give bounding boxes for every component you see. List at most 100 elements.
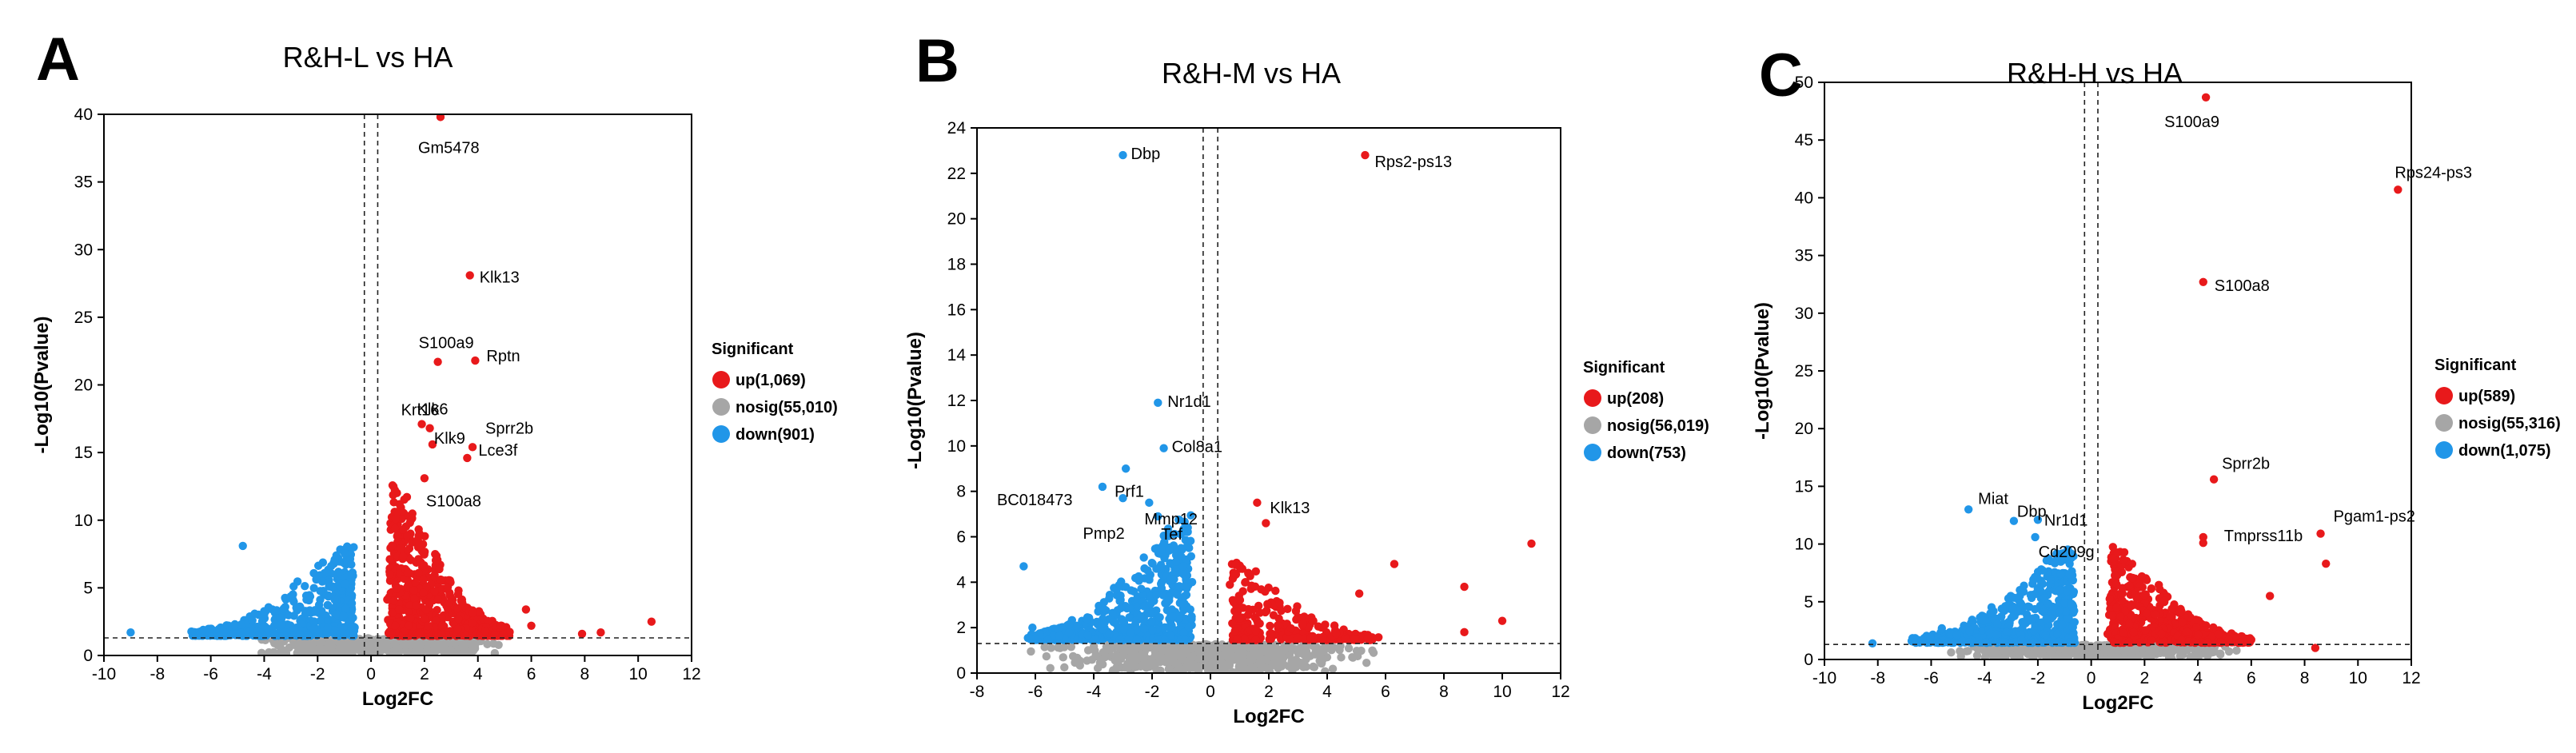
y-tick-label: 15 [74,444,93,462]
nosig-point [2101,647,2111,656]
up-point [385,570,394,579]
nosig-point [483,639,492,649]
nosig-point [1047,643,1055,652]
nosig-point [1274,647,1283,655]
up-point [1266,621,1274,631]
gene-label: Lce3f [478,442,517,460]
nosig-point [1995,653,2004,659]
up-point [390,485,400,495]
nosig-point [367,647,376,655]
up-point [499,630,508,639]
x-axis-label: Log2FC [362,688,433,710]
y-tick-label: 10 [947,437,966,456]
down-point [1083,631,1092,639]
up-point [1283,604,1292,613]
up-point [1231,560,1240,569]
nosig-point [309,646,317,655]
up-point [389,596,398,605]
down-point [2069,588,2079,596]
down-point [1115,596,1124,606]
labeled-gene-point [471,356,480,365]
gene-label: Pmp2 [1083,525,1125,543]
legend-marker-up [1584,389,1601,407]
nosig-point [1284,662,1293,671]
down-point [339,612,348,620]
down-point [1174,582,1184,591]
nosig-point [1256,665,1265,673]
down-point [2024,602,2032,612]
down-point [2046,637,2056,646]
down-point [317,608,325,616]
up-point [1266,629,1276,638]
up-point [430,587,439,596]
nosig-point [2087,641,2095,651]
nosig-point [1130,660,1140,669]
x-tick-label: 0 [1206,683,1215,701]
down-point [1105,591,1115,600]
down-point [1115,635,1124,644]
nosig-point [1099,647,1108,657]
x-tick-label: -4 [1087,683,1102,701]
nosig-point [1335,645,1344,655]
down-point [2023,616,2032,624]
x-tick-label: 6 [527,665,536,683]
x-tick-label: 4 [1322,683,1332,701]
up-point [1275,598,1284,608]
up-point [392,584,401,593]
x-axis-label: Log2FC [1233,706,1304,727]
x-tick-label: 8 [580,665,590,683]
down-point [1915,638,1924,647]
nosig-point [1270,656,1280,666]
nosig-point [2049,652,2059,659]
nosig-point [1091,646,1099,655]
up-point [412,601,421,610]
down-point [2068,576,2078,585]
down-point [250,609,259,618]
down-point [323,623,333,632]
down-point [1926,632,1935,642]
legend-title: Significant [1583,359,1665,376]
nosig-point [1238,645,1247,654]
panel-a: A R&H-L vs HAGm5478Klk13S100a9RptnKrt16Kl… [31,26,838,710]
legend-marker-nosig [712,398,730,416]
nosig-point [1157,652,1166,662]
nosig-point [1956,647,1964,655]
chart-title: R&H-L vs HA [283,41,453,74]
nosig-point [1964,647,1972,655]
legend-title: Significant [712,341,794,358]
nosig-point [2119,647,2128,655]
up-point [409,586,418,595]
down-point [1127,628,1135,637]
down-point [1178,562,1187,571]
nosig-point [1124,663,1133,673]
down-point [1993,620,2002,628]
nosig-point [1130,647,1139,657]
x-tick-label: 6 [1381,683,1390,701]
up-point [402,531,412,540]
down-point [1064,628,1074,637]
down-point [2052,549,2061,558]
down-point [277,620,286,629]
labeled-gene-point [1154,398,1162,408]
down-point [1958,636,1968,646]
up-point [435,564,444,574]
up-point [431,556,441,565]
down-point [1043,635,1052,644]
up-point [469,608,477,617]
up-point [395,500,404,508]
nosig-point [1175,666,1184,673]
nosig-point [1316,649,1325,659]
up-point [1306,633,1315,643]
panel-c: C R&H-H vs HAS100a9Rps24-ps3S100a8Sprr2bM… [1752,42,2561,714]
x-tick-label: -8 [150,665,165,683]
labeled-gene-point [425,424,434,432]
down-point [316,587,325,596]
down-point [309,624,318,633]
up-point [1331,629,1341,639]
x-tick-label: 10 [629,665,648,683]
x-tick-label: 12 [682,665,700,683]
nosig-point [322,646,332,655]
nosig-point [1250,663,1258,673]
down-point [341,580,349,589]
up-point [385,555,394,564]
